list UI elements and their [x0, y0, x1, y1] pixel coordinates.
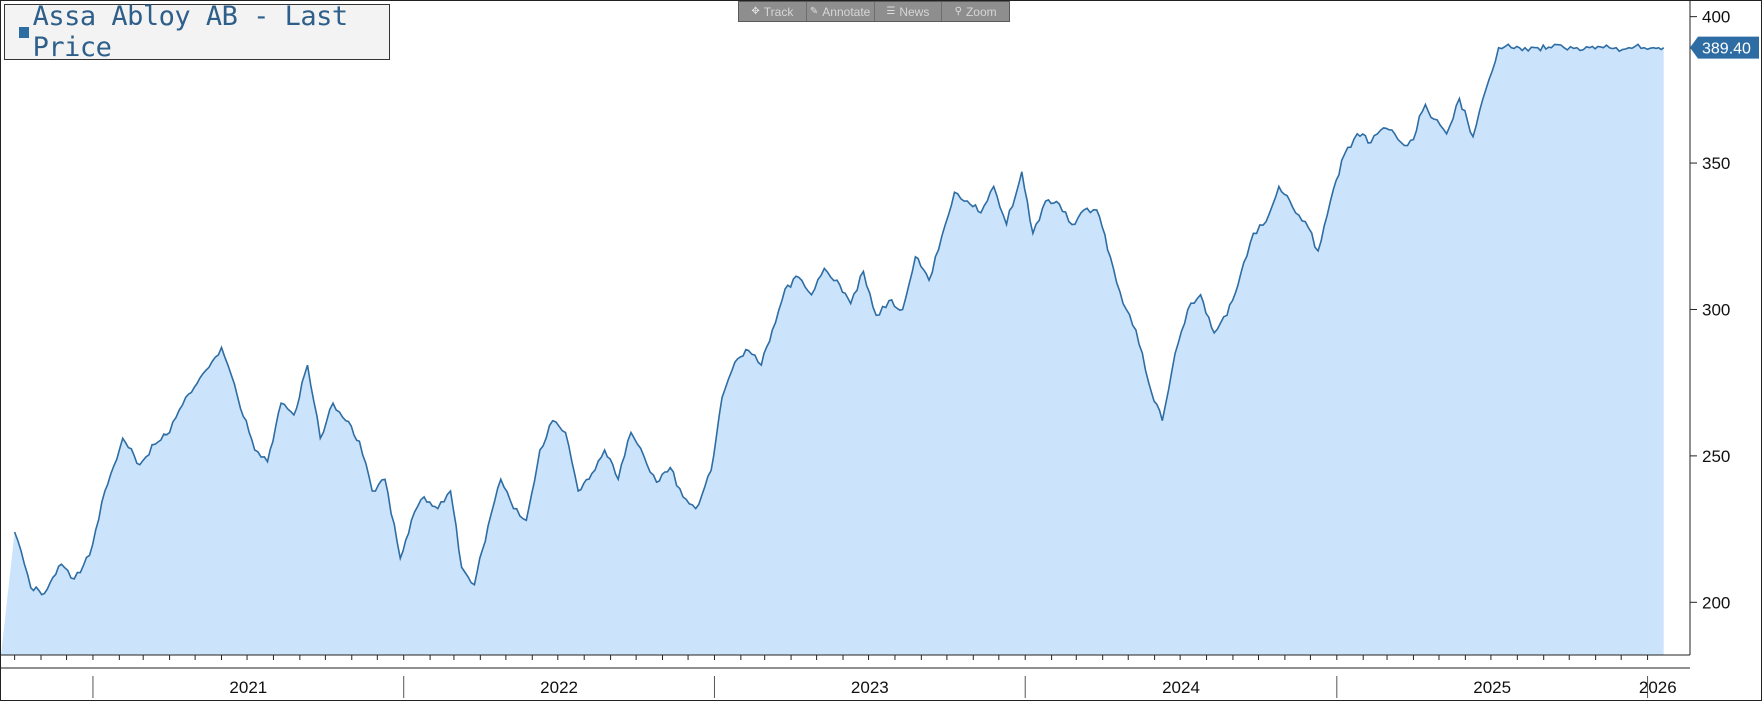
legend-title: Assa Abloy AB - Last Price: [32, 1, 349, 63]
x-year-label: 2023: [851, 678, 889, 697]
annotate-button[interactable]: ✎ Annotate: [807, 2, 875, 21]
y-tick-label: 350: [1702, 154, 1730, 173]
pencil-icon: ✎: [809, 6, 819, 17]
x-year-label: 2024: [1162, 678, 1200, 697]
price-area: [1, 44, 1664, 656]
zoom-label: Zoom: [965, 4, 997, 19]
y-tick-label: 300: [1702, 300, 1730, 319]
track-button[interactable]: ✥ Track: [739, 2, 807, 21]
legend-swatch: [19, 26, 29, 38]
track-label: Track: [763, 4, 794, 19]
x-year-label: 2021: [229, 678, 267, 697]
last-price-tag: [1690, 36, 1759, 59]
x-year-label: 2025: [1473, 678, 1511, 697]
price-line: [13, 43, 1665, 596]
x-year-label: 2022: [540, 678, 578, 697]
crosshair-icon: ✥: [751, 6, 760, 17]
y-tick-label: 200: [1702, 593, 1730, 612]
magnifier-icon: ⚲: [954, 6, 962, 17]
chart-toolbar: ✥ Track ✎ Annotate ☰ News ⚲ Zoom: [738, 1, 1010, 22]
annotate-label: Annotate: [822, 4, 871, 19]
news-icon: ☰: [886, 6, 896, 17]
y-tick-label: 400: [1702, 8, 1730, 27]
zoom-button[interactable]: ⚲ Zoom: [942, 2, 1009, 21]
y-tick-label: 250: [1702, 447, 1730, 466]
news-label: News: [899, 4, 930, 19]
last-price-label: 389.40: [1702, 41, 1751, 58]
x-year-label: 2026: [1639, 678, 1677, 697]
chart-legend: Assa Abloy AB - Last Price: [4, 1, 390, 63]
news-button[interactable]: ☰ News: [875, 2, 943, 21]
